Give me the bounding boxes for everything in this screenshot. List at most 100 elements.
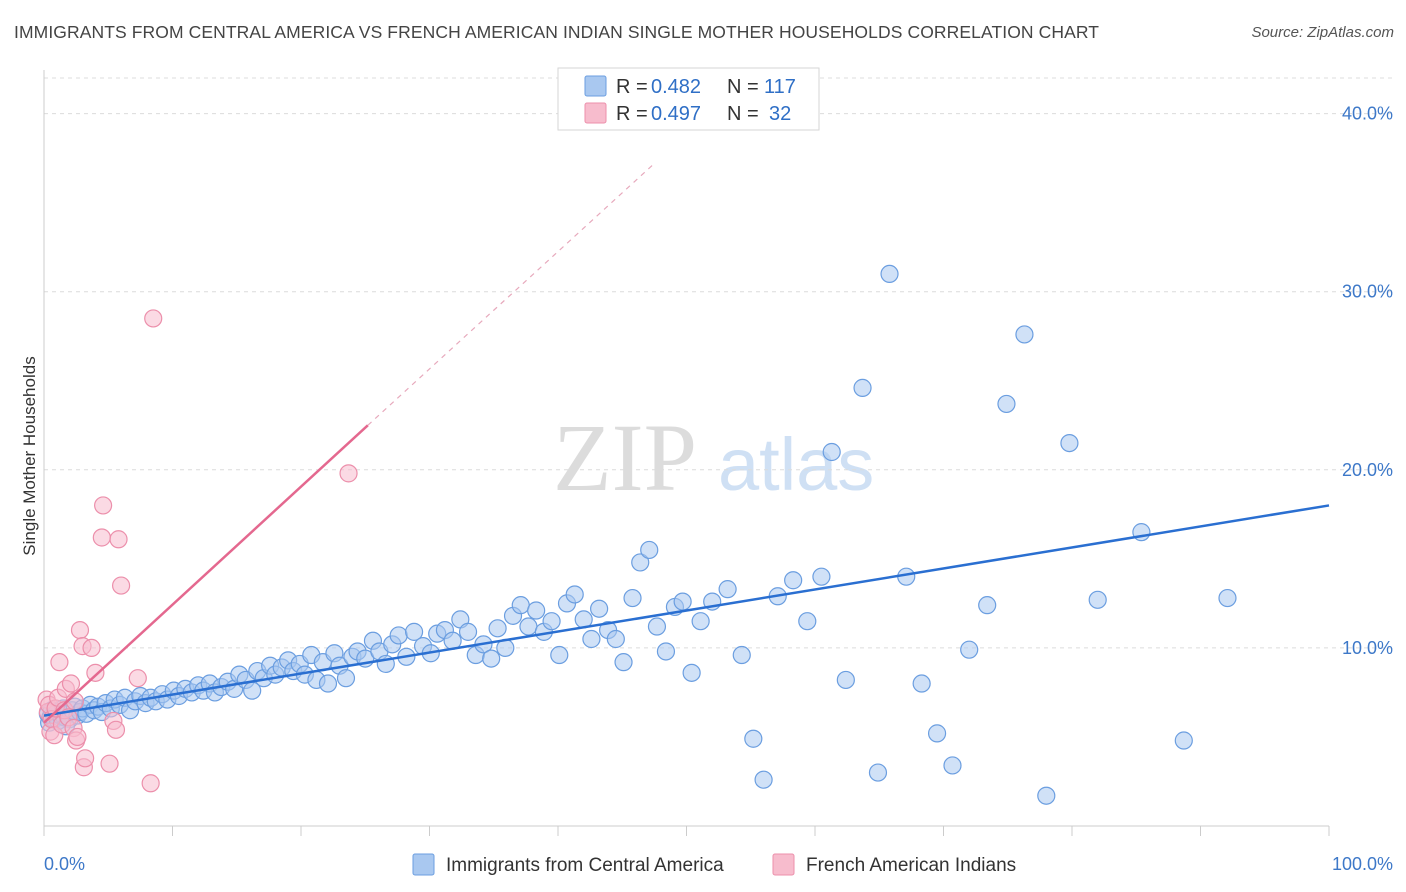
point-central-america xyxy=(1060,433,1079,453)
point-central-america xyxy=(527,601,546,620)
point-central-america xyxy=(1218,588,1237,608)
point-central-america xyxy=(404,622,424,641)
series-legend: Immigrants from Central America French A… xyxy=(412,853,1016,876)
legend-swatch-blue xyxy=(584,75,607,97)
legend-n-value-pink: 32 xyxy=(769,103,791,125)
bottom-legend-swatch-blue xyxy=(412,853,435,876)
point-french-american-indian xyxy=(111,576,131,595)
point-french-american-indian xyxy=(144,309,163,328)
point-central-america xyxy=(1015,325,1034,344)
point-central-america xyxy=(943,756,962,775)
point-central-america xyxy=(647,617,667,636)
y-axis-tick-labels: 10.0% 20.0% 30.0% 40.0% xyxy=(1342,104,1393,658)
legend-n-label-blue: N = xyxy=(727,76,759,98)
correlation-legend: R = 0.482 N = 117 R = 0.497 N = 32 xyxy=(557,67,820,131)
point-central-america xyxy=(673,592,692,611)
gridlines xyxy=(44,77,1392,649)
point-central-america xyxy=(744,729,763,748)
legend-n-label-pink: N = xyxy=(727,103,759,125)
point-french-american-indian xyxy=(70,620,90,640)
point-french-american-indian xyxy=(50,653,69,672)
point-central-america xyxy=(631,553,650,572)
point-central-america xyxy=(927,724,947,743)
point-french-american-indian xyxy=(141,774,160,793)
point-central-america xyxy=(606,629,625,649)
point-central-america xyxy=(488,619,507,638)
bottom-legend-label-blue: Immigrants from Central America xyxy=(446,855,724,876)
point-french-american-indian xyxy=(76,749,95,768)
point-central-america xyxy=(1037,786,1056,805)
point-central-america xyxy=(868,763,888,782)
point-central-america xyxy=(691,612,710,631)
point-central-america xyxy=(519,617,538,636)
point-central-america xyxy=(997,394,1016,414)
chart-title: IMMIGRANTS FROM CENTRAL AMERICA VS FRENC… xyxy=(14,22,1100,42)
point-central-america xyxy=(732,645,751,665)
bottom-legend-label-pink: French American Indians xyxy=(806,855,1016,876)
y-tick-label: 40.0% xyxy=(1342,104,1393,124)
point-central-america xyxy=(623,588,642,608)
source-credit: Source: ZipAtlas.com xyxy=(1251,24,1394,41)
legend-swatch-pink xyxy=(584,102,607,124)
y-tick-label: 30.0% xyxy=(1342,282,1393,302)
legend-r-value-blue: 0.482 xyxy=(651,76,701,98)
point-french-american-indian xyxy=(82,638,101,658)
x-tick-label-min: 0.0% xyxy=(44,854,85,874)
x-tick-label-max: 100.0% xyxy=(1332,854,1393,874)
y-tick-label: 10.0% xyxy=(1342,638,1393,658)
point-central-america xyxy=(582,629,601,649)
watermark-atlas: atlas xyxy=(718,423,874,506)
point-french-american-indian xyxy=(61,674,81,693)
point-central-america xyxy=(978,596,997,615)
point-central-america xyxy=(656,642,676,661)
point-central-america xyxy=(1174,731,1193,750)
point-french-american-indian xyxy=(68,727,87,747)
point-french-american-indian xyxy=(339,464,358,483)
point-french-american-indian xyxy=(94,496,113,515)
legend-r-label-pink: R = xyxy=(616,103,648,125)
point-central-america xyxy=(389,626,408,645)
point-central-america xyxy=(640,540,659,560)
point-central-america xyxy=(880,264,899,284)
data-points xyxy=(37,264,1237,805)
legend-r-value-pink: 0.497 xyxy=(651,103,701,125)
point-central-america xyxy=(718,580,737,599)
point-central-america xyxy=(482,649,501,668)
point-french-american-indian xyxy=(128,669,147,688)
point-central-america xyxy=(614,653,633,672)
point-central-america xyxy=(784,571,803,590)
point-french-american-indian xyxy=(109,530,128,549)
legend-r-label-blue: R = xyxy=(616,76,648,98)
x-axis-ticks xyxy=(43,826,1330,836)
point-french-american-indian xyxy=(106,720,126,739)
watermark-zip: ZIP xyxy=(553,404,697,511)
point-central-america xyxy=(812,567,831,586)
point-french-american-indian xyxy=(100,754,119,773)
trend-extension-pink xyxy=(367,163,655,426)
bottom-legend-swatch-pink xyxy=(772,853,795,876)
point-central-america xyxy=(542,612,561,631)
point-central-america xyxy=(754,770,773,789)
y-tick-label: 20.0% xyxy=(1342,460,1393,480)
point-central-america xyxy=(318,674,338,693)
point-central-america xyxy=(682,663,701,682)
trend-line-blue xyxy=(43,504,1330,717)
point-central-america xyxy=(511,596,530,615)
legend-n-value-blue: 117 xyxy=(764,76,796,98)
point-central-america xyxy=(853,378,872,397)
point-central-america xyxy=(550,645,569,665)
point-central-america xyxy=(798,612,817,631)
point-central-america xyxy=(822,442,841,462)
point-central-america xyxy=(565,585,584,604)
trend-line-pink xyxy=(43,424,369,724)
point-central-america xyxy=(1088,590,1107,609)
point-central-america xyxy=(912,674,931,693)
trend-lines xyxy=(43,163,1330,724)
point-french-american-indian xyxy=(92,528,111,547)
point-central-america xyxy=(336,669,356,688)
point-central-america xyxy=(458,622,478,641)
point-french-american-indian xyxy=(86,663,105,682)
point-central-america xyxy=(836,670,855,690)
point-central-america xyxy=(960,640,979,659)
